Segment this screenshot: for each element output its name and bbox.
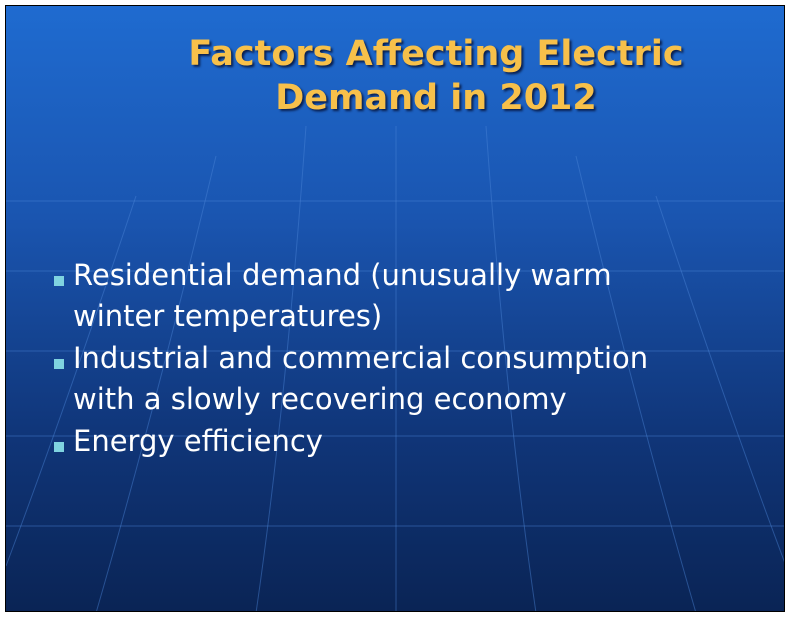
slide: Factors Affecting Electric Demand in 201…	[5, 5, 785, 612]
title-line: Factors Affecting Electric	[188, 34, 684, 74]
bullet-line: Industrial and commercial consumption	[73, 341, 649, 375]
globe-lines	[6, 125, 784, 611]
bullet-line: Energy efficiency	[73, 424, 323, 458]
bullet-line: winter temperatures)	[73, 299, 383, 333]
bullet-line: Residential demand (unusually warm	[73, 258, 612, 292]
bullet-line: with a slowly recovering economy	[73, 382, 567, 416]
bullet-marker	[54, 359, 64, 369]
bullet-marker	[54, 276, 64, 286]
bullet-marker	[54, 442, 64, 452]
title-line: Demand in 2012	[275, 78, 597, 118]
